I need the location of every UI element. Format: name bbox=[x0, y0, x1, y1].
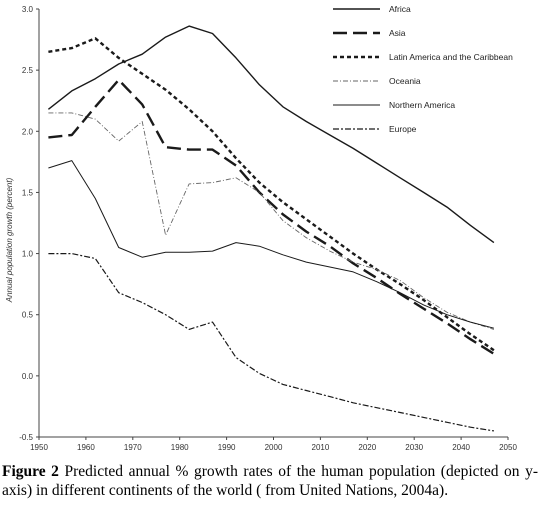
x-tick-label: 2020 bbox=[358, 443, 376, 452]
y-tick-label: -0.5 bbox=[19, 433, 33, 442]
series-line-africa bbox=[47, 25, 495, 244]
x-tick-label: 2050 bbox=[499, 443, 517, 452]
x-tick-label: 1980 bbox=[171, 443, 189, 452]
caption-label: Figure 2 bbox=[2, 463, 59, 480]
series-line-oceania bbox=[48, 112, 495, 330]
legend-label-oceania: Oceania bbox=[389, 76, 421, 86]
series-line-northern-america bbox=[48, 160, 495, 329]
y-tick-label: 0.5 bbox=[22, 311, 34, 320]
legend-label-africa: Africa bbox=[389, 4, 411, 14]
series-line-asia bbox=[48, 78, 495, 355]
axes: -0.5 0.0 0.5 1.0 1.5 2.0 2.5 3.0 1950 1960 1970 198… bbox=[19, 5, 517, 452]
legend-label-latin-america-and-the-caribbean: Latin America and the Caribbean bbox=[389, 52, 513, 62]
line-chart: -0.5 0.0 0.5 1.0 1.5 2.0 2.5 3.0 1950 1960 1970 198… bbox=[5, 4, 517, 452]
x-tick-label: 1970 bbox=[124, 443, 142, 452]
legend-label-asia: Asia bbox=[389, 28, 406, 38]
plot-area bbox=[47, 25, 495, 432]
x-tick-label: 1950 bbox=[30, 443, 48, 452]
y-tick-label: 1.0 bbox=[22, 250, 34, 259]
y-tick-label: 0.0 bbox=[22, 372, 34, 381]
x-tick-label: 2040 bbox=[452, 443, 470, 452]
figure-caption: Figure 2 Predicted annual % growth rates… bbox=[2, 462, 538, 500]
x-tick-label: 1990 bbox=[218, 443, 236, 452]
series-line-europe bbox=[48, 253, 494, 432]
legend-label-europe: Europe bbox=[389, 124, 417, 134]
x-tick-label: 1960 bbox=[77, 443, 95, 452]
x-tick-label: 2000 bbox=[265, 443, 283, 452]
legend-label-northern-america: Northern America bbox=[389, 100, 455, 110]
y-tick-label: 2.0 bbox=[22, 127, 34, 136]
y-tick-label: 1.5 bbox=[22, 188, 34, 197]
y-tick-label: 2.5 bbox=[22, 66, 34, 75]
legend: Africa Asia Latin America and the Caribbea… bbox=[333, 4, 513, 134]
series-line-latin-america-and-the-caribbean bbox=[48, 37, 495, 352]
caption-text: Predicted annual % growth rates of the h… bbox=[2, 463, 538, 499]
x-tick-label: 2030 bbox=[405, 443, 423, 452]
y-axis-label: Annual population growth (percent) bbox=[5, 177, 14, 303]
x-tick-label: 2010 bbox=[312, 443, 330, 452]
y-tick-label: 3.0 bbox=[22, 5, 34, 14]
